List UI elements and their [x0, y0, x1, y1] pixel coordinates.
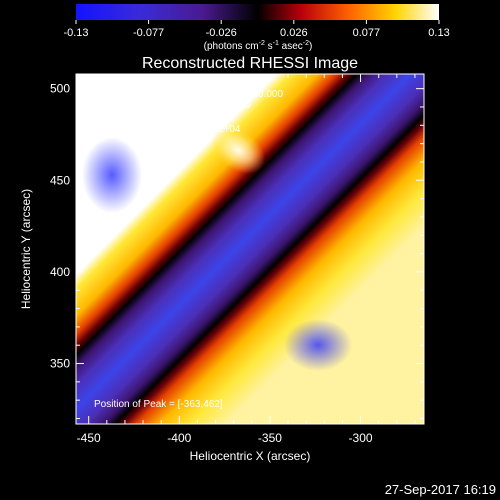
colorbar-tick-label: -0.077 — [133, 27, 164, 39]
plot-frame — [75, 73, 425, 425]
x-tick-labels: -450 -400 -350 -300 — [77, 431, 373, 445]
chart-title: Reconstructed RHESSI Image — [142, 55, 358, 72]
colorbar-tick-label: -0.026 — [206, 27, 237, 39]
colorbar-units: (photons cm-2 s-1 asec-2) — [204, 40, 313, 52]
y-tick-label: 450 — [50, 173, 70, 187]
colorbar-tick-label: -0.13 — [63, 27, 88, 39]
x-axis-label: Heliocentric X (arcsec) — [190, 449, 311, 463]
y-axis-label: Heliocentric Y (arcsec) — [19, 189, 33, 309]
x-tick-label: -450 — [77, 431, 101, 445]
annotation-detectors: Detectors: 3F 5F 6F 7F 8F 9F, Att 0 — [94, 100, 251, 111]
colorbar-tick-labels: -0.13 -0.077 -0.026 0.026 0.077 0.13 — [63, 27, 449, 39]
axis-ticks — [76, 74, 424, 424]
annotation-time: 18-Apr-2015 00:35:00.000 to 00:45:00.000 — [94, 89, 283, 100]
heatmap-peak-glow — [210, 126, 266, 174]
colorbar — [76, 4, 439, 20]
y-tick-labels: 350 400 450 500 — [50, 82, 70, 371]
annotation-counts: Total counts: 5.9E+04 — [144, 124, 241, 135]
heatmap-cool-region — [284, 319, 352, 371]
colorbar-tick-label: 0.077 — [353, 27, 381, 39]
x-tick-label: -400 — [167, 431, 191, 445]
annotation-clean: Clean — [94, 124, 120, 135]
heatmap-cool-region — [82, 137, 142, 213]
y-tick-label: 350 — [50, 357, 70, 371]
colorbar-ticks — [75, 20, 440, 24]
image-annotations: 18-Apr-2015 00:35:00.000 to 00:45:00.000… — [94, 89, 283, 410]
annotation-peak-position: Position of Peak = [-363,462] — [94, 399, 223, 410]
annotation-energy: Energy Range: 3.0 - 6.0 keV — [94, 112, 221, 123]
x-tick-label: -350 — [258, 431, 282, 445]
y-tick-label: 500 — [50, 82, 70, 96]
y-tick-label: 400 — [50, 265, 70, 279]
colorbar-tick-label: 0.13 — [428, 27, 449, 39]
colorbar-tick-label: 0.026 — [280, 27, 308, 39]
footer-timestamp: 27-Sep-2017 16:19 — [385, 482, 496, 497]
x-tick-label: -300 — [349, 431, 373, 445]
